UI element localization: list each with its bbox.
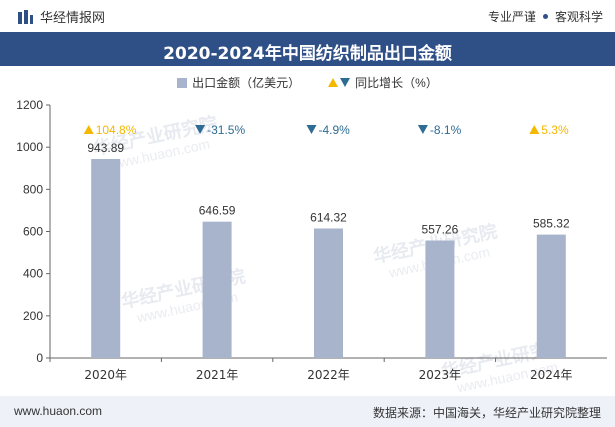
bar: [536, 234, 566, 358]
y-tick-label: 200: [23, 309, 43, 323]
bar-value-label: 585.32: [533, 217, 570, 231]
title-bar: 2020-2024年中国纺织制品出口金额: [0, 32, 615, 66]
bar: [91, 158, 121, 358]
down-triangle-icon: [340, 78, 351, 87]
growth-value-label: 104.8%: [96, 123, 137, 137]
y-tick-label: 1200: [16, 98, 43, 112]
legend-item-export-value: 出口金额（亿美元）: [177, 74, 300, 91]
legend-label-export-value: 出口金额（亿美元）: [192, 76, 301, 90]
chart-title: 2020-2024年中国纺织制品出口金额: [163, 44, 452, 64]
growth-value-label: 5.3%: [541, 123, 569, 137]
up-triangle-icon: [328, 78, 339, 87]
top-bar: 华经情报网 专业严谨 客观科学: [0, 0, 615, 32]
growth-value-label: -31.5%: [207, 123, 245, 137]
bar-value-label: 614.32: [310, 210, 347, 224]
slogan: 专业严谨 客观科学: [488, 8, 603, 25]
bar-value-label: 557.26: [422, 223, 459, 237]
brand-logo-icon: [18, 9, 33, 24]
slogan-dot-icon: [542, 14, 548, 19]
bar-value-label: 646.59: [199, 204, 236, 218]
data-source: 数据来源：中国海关，华经产业研究院整理: [372, 406, 601, 420]
x-tick-label: 2021年: [196, 368, 239, 382]
footer-bar: www.huaon.com 数据来源：中国海关，华经产业研究院整理: [0, 396, 615, 427]
growth-down-marker: [306, 125, 317, 134]
growth-down-marker: [417, 125, 428, 134]
bar: [425, 240, 455, 358]
y-tick-label: 800: [23, 182, 43, 196]
growth-up-marker: [83, 125, 94, 134]
x-tick-label: 2022年: [307, 368, 350, 382]
slogan-left: 专业严谨: [487, 10, 536, 24]
legend-item-yoy-growth: 同比增长（%）: [328, 74, 438, 91]
growth-up-marker: [529, 125, 540, 134]
y-tick-label: 1000: [16, 140, 43, 154]
bar: [202, 221, 232, 358]
bar-chart: 0 200 400 600 800 1000 1200 2020年 943.89 104.8% 20…: [16, 98, 607, 382]
bar: [314, 228, 343, 358]
y-tick-label: 400: [23, 267, 43, 281]
brand-name: 华经情报网: [40, 10, 106, 25]
x-tick-label: 2020年: [84, 368, 127, 382]
legend-label-yoy-growth: 同比增长（%）: [355, 76, 438, 90]
footer-url: www.huaon.com: [14, 404, 103, 418]
y-tick-label: 0: [36, 351, 43, 365]
brand: 华经情报网: [18, 7, 105, 26]
bar-value-label: 943.89: [87, 141, 124, 155]
y-tick-label: 600: [23, 225, 43, 239]
growth-value-label: -8.1%: [430, 123, 462, 137]
slogan-right: 客观科学: [554, 10, 603, 24]
x-tick-label: 2024年: [530, 368, 573, 382]
chart-legend: 出口金额（亿美元） 同比增长（%）: [0, 74, 615, 91]
growth-down-marker: [195, 125, 206, 134]
growth-value-label: -4.9%: [319, 123, 351, 137]
x-tick-label: 2023年: [419, 368, 462, 382]
legend-swatch-bar: [177, 77, 188, 88]
